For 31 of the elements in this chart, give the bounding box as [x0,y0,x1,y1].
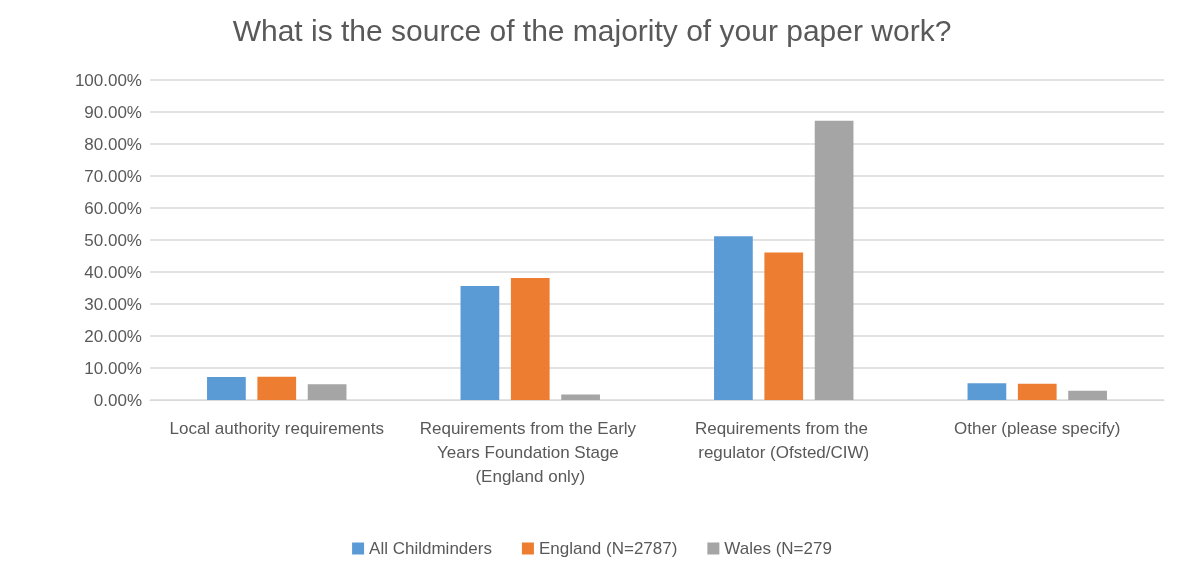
y-tick-label: 70.00% [84,166,142,186]
x-tick-label: Requirements from the Early Years Foundation Stage (England only) [419,418,641,486]
y-tick-label: 20.00% [84,326,142,346]
bar [814,120,854,400]
y-tick-label: 40.00% [84,262,142,282]
legend-label: Wales (N=279 [724,539,832,558]
x-tick-label: Other (please specify) [954,418,1121,438]
bar [307,384,347,400]
chart-title: What is the source of the majority of your paper work? [232,13,952,47]
y-tick-label: 100.00% [74,70,142,90]
bar [1068,390,1107,400]
bar [967,383,1007,400]
bar [207,376,246,400]
y-tick-label: 10.00% [84,358,142,378]
bar [1017,383,1057,400]
y-tick-label: 30.00% [84,294,142,314]
x-tick-label: Requirements from the regulator (Ofsted/CIW) [694,418,873,462]
bar [561,394,600,400]
x-tick-label: Local authority requirements [169,418,385,438]
bar [257,376,297,400]
y-tick-label: 80.00% [84,134,142,154]
y-tick-label: 0.00% [93,390,142,410]
bar [510,278,550,400]
bar [764,252,804,400]
legend-label: England (N=2787) [538,539,678,558]
bar [460,286,500,400]
y-tick-label: 90.00% [84,102,142,122]
bar [714,236,753,400]
legend-label: All Childminders [369,539,492,558]
y-tick-label: 60.00% [84,198,142,218]
y-tick-label: 50.00% [84,230,142,250]
